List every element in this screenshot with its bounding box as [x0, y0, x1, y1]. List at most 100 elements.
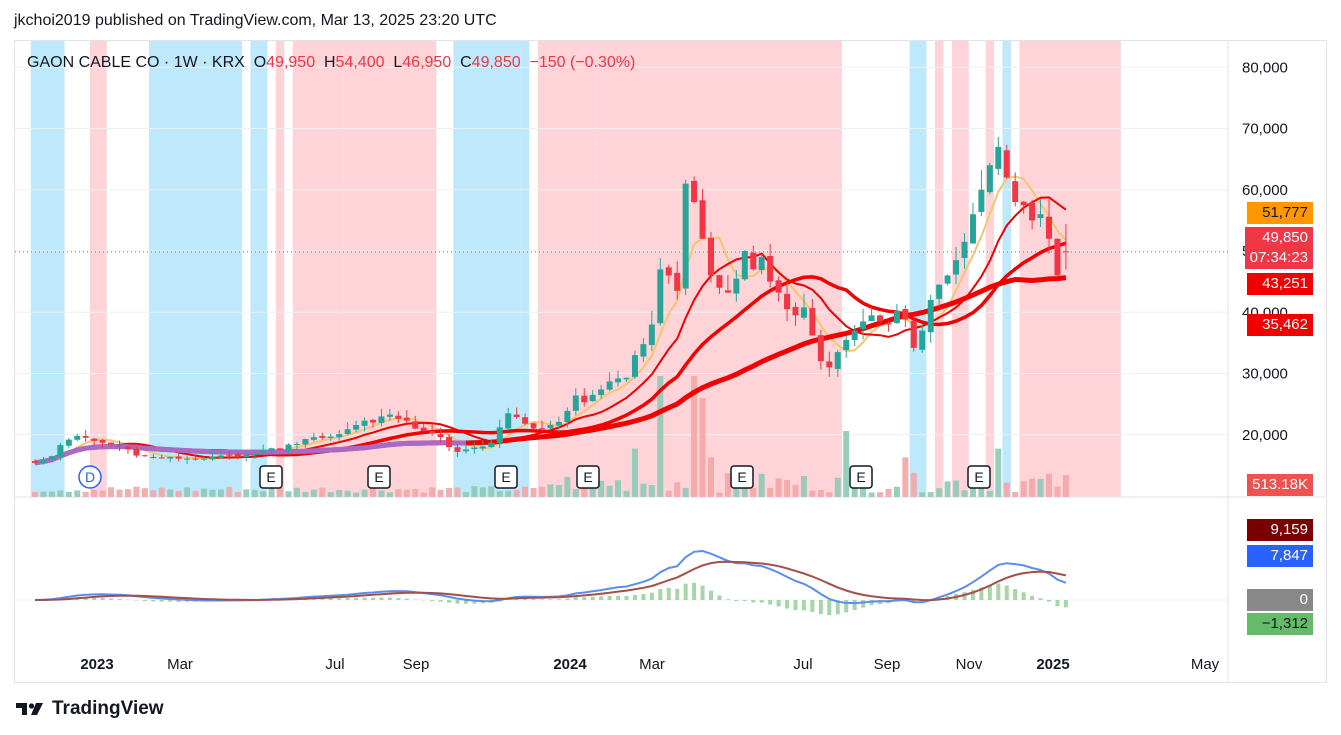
time-tick: Mar — [639, 656, 665, 673]
candle-body — [462, 449, 469, 452]
candle-body — [91, 438, 98, 441]
volume-bar — [961, 490, 968, 497]
candle-body — [598, 389, 605, 396]
candle-body — [953, 260, 960, 275]
volume-bar — [800, 475, 807, 497]
macd-histogram-bar — [717, 595, 722, 600]
footer-brand[interactable]: TradingView — [16, 698, 164, 720]
volume-bar — [513, 490, 520, 497]
candle-body — [885, 323, 892, 325]
candle-body — [606, 381, 613, 390]
volume-bar — [910, 472, 917, 497]
macd-histogram-bar — [861, 600, 866, 608]
time-tick: Jul — [325, 656, 344, 673]
macd-histogram-bar — [768, 600, 773, 605]
event-marker: D — [78, 465, 102, 489]
volume-bar — [285, 491, 292, 497]
candle-body — [1037, 214, 1044, 219]
volume-bar — [877, 492, 883, 497]
macd-histogram-bar — [523, 598, 528, 600]
candle-body — [141, 455, 148, 457]
macd-histogram-bar — [987, 585, 992, 600]
macd-histogram-bar — [1055, 600, 1060, 607]
macd-pane — [15, 549, 1228, 616]
volume-bars — [32, 376, 1069, 497]
volume-bar — [412, 488, 419, 497]
volume-bar — [893, 486, 900, 497]
candle-body — [902, 309, 909, 320]
event-marker: E — [494, 465, 518, 489]
macd-histogram-bar — [970, 589, 975, 600]
macd-histogram-bar — [463, 600, 468, 604]
time-tick: Nov — [956, 656, 983, 673]
volume-bar — [462, 492, 469, 497]
candle-body — [631, 355, 638, 377]
macd-histogram-bar — [709, 590, 713, 600]
candle-body — [420, 427, 427, 432]
volume-bar — [539, 486, 545, 497]
candle-body — [370, 419, 376, 423]
candle-body — [479, 446, 486, 449]
macd-histogram-bar — [700, 585, 705, 600]
macd-histogram-bar — [801, 600, 806, 611]
volume-bar — [310, 489, 317, 497]
volume-bar — [1054, 486, 1061, 497]
macd-histogram-bar — [447, 600, 452, 603]
candle-body — [648, 324, 655, 346]
event-marker-label: E — [501, 469, 510, 485]
event-marker-label: E — [583, 469, 592, 485]
macd-histogram-bar — [109, 598, 114, 600]
volume-bar — [606, 485, 613, 497]
macd-histogram-bar — [100, 597, 105, 600]
volume-bar — [522, 486, 529, 497]
brand-name: TradingView — [52, 698, 164, 719]
earnings-marker-icon — [494, 465, 518, 489]
candle-body — [750, 252, 757, 270]
candle-body — [268, 448, 275, 451]
macd-tag: −1,312 — [1247, 613, 1313, 635]
earnings-marker-icon — [576, 465, 600, 489]
volume-bar — [834, 477, 841, 497]
macd-histogram-bar — [404, 598, 409, 600]
volume-bar — [192, 490, 199, 497]
candle-body — [124, 446, 131, 450]
candle-body — [978, 189, 985, 212]
volume-bar — [817, 489, 824, 497]
candle-body — [944, 275, 951, 284]
volume-bar — [57, 490, 64, 497]
candle-body — [986, 165, 993, 193]
volume-bar — [699, 398, 706, 497]
volume-bar — [995, 448, 1002, 497]
volume-bar — [268, 487, 275, 497]
event-marker-label: D — [85, 469, 95, 485]
volume-bar — [792, 484, 799, 497]
time-tick: Sep — [874, 656, 901, 673]
candle-body — [429, 431, 436, 434]
candle-body — [826, 361, 833, 368]
macd-histogram-bar — [337, 598, 342, 600]
candle-body — [150, 457, 157, 459]
macd-histogram-bar — [599, 596, 604, 600]
volume-bar — [319, 487, 326, 497]
candle-body — [277, 448, 284, 451]
candle-body — [843, 339, 850, 351]
candle-body — [116, 444, 123, 446]
candle-body — [293, 443, 300, 445]
volume-bar — [141, 488, 148, 497]
candle-body — [792, 306, 799, 316]
volume-bar — [243, 489, 250, 497]
candle-body — [555, 421, 562, 426]
volume-bar — [657, 376, 664, 497]
macd-histogram-bar — [844, 600, 849, 613]
candle-body — [581, 395, 588, 403]
macd-histogram-bar — [742, 600, 747, 602]
macd-histogram-bar — [751, 600, 756, 603]
candle-body — [674, 272, 681, 291]
price-tick: 60,000 — [1242, 182, 1288, 199]
candle-body — [910, 320, 917, 348]
candle-body — [327, 436, 334, 438]
macd-histogram-bar — [979, 587, 984, 600]
volume-bar — [471, 486, 478, 497]
